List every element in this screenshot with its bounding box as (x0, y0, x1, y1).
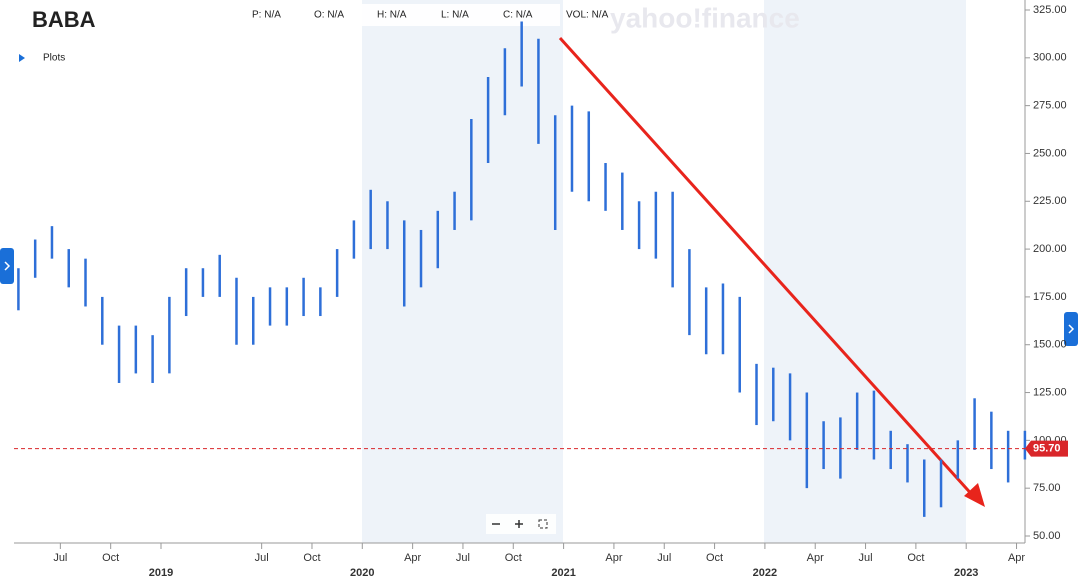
header-item: H: N/A (377, 10, 407, 21)
x-tick-label: Oct (303, 552, 320, 564)
shade-2022 (764, 0, 966, 543)
y-tick-label: 175.00 (1033, 291, 1067, 303)
last-price-label: 95.70 (1033, 442, 1061, 454)
y-tick-label: 50.00 (1033, 530, 1061, 542)
x-year-label: 2022 (753, 567, 777, 579)
x-tick-label: Apr (807, 552, 824, 564)
left-tab-icon (4, 261, 11, 271)
y-tick-label: 250.00 (1033, 147, 1067, 159)
shade-2020 (362, 0, 563, 543)
y-tick-label: 275.00 (1033, 100, 1067, 112)
y-tick-label: 75.00 (1033, 482, 1061, 494)
watermark: yahoo!finance (610, 2, 800, 33)
x-tick-label: Jul (53, 552, 67, 564)
y-tick-label: 200.00 (1033, 243, 1067, 255)
x-tick-label: Apr (605, 552, 622, 564)
left-tab[interactable] (0, 248, 14, 284)
x-year-label: 2023 (954, 567, 978, 579)
x-tick-label: Oct (907, 552, 924, 564)
x-tick-label: Oct (706, 552, 723, 564)
header-item: P: N/A (252, 10, 281, 21)
x-tick-label: Jul (255, 552, 269, 564)
zoom-buttons[interactable] (492, 520, 523, 528)
x-tick-label: Jul (657, 552, 671, 564)
header-item: C: N/A (503, 10, 533, 21)
x-tick-label: Apr (404, 552, 421, 564)
x-tick-label: Jul (456, 552, 470, 564)
x-year-label: 2020 (350, 567, 374, 579)
plots-icon[interactable] (19, 54, 25, 62)
y-tick-label: 125.00 (1033, 386, 1067, 398)
x-tick-label: Jul (859, 552, 873, 564)
y-tick-label: 225.00 (1033, 195, 1067, 207)
header-bg (240, 4, 560, 26)
trend-line (558, 36, 977, 500)
y-tick-label: 300.00 (1033, 52, 1067, 64)
title-bg (0, 0, 120, 40)
x-tick-label: Oct (102, 552, 119, 564)
x-tick-label: Apr (1008, 552, 1025, 564)
right-tab-icon (1068, 324, 1075, 334)
y-tick-label: 325.00 (1033, 4, 1067, 16)
header-item: L: N/A (441, 10, 469, 21)
y-tick-label: 150.00 (1033, 339, 1067, 351)
plots-label[interactable]: Plots (43, 53, 65, 64)
header: P: N/A O: N/A H: N/A L: N/A C: N/A VOL: N/A (252, 10, 609, 21)
x-year-label: 2021 (551, 567, 575, 579)
x-tick-label: Oct (505, 552, 522, 564)
last-price-tag (1025, 440, 1068, 457)
fullscreen-button[interactable] (538, 519, 548, 529)
header-item: VOL: N/A (566, 10, 609, 21)
x-year-label: 2019 (149, 567, 173, 579)
right-tab[interactable] (1064, 312, 1078, 346)
ticker-title: BABA (32, 7, 96, 32)
trend-arrowhead (964, 483, 985, 507)
header-item: O: N/A (314, 10, 344, 21)
